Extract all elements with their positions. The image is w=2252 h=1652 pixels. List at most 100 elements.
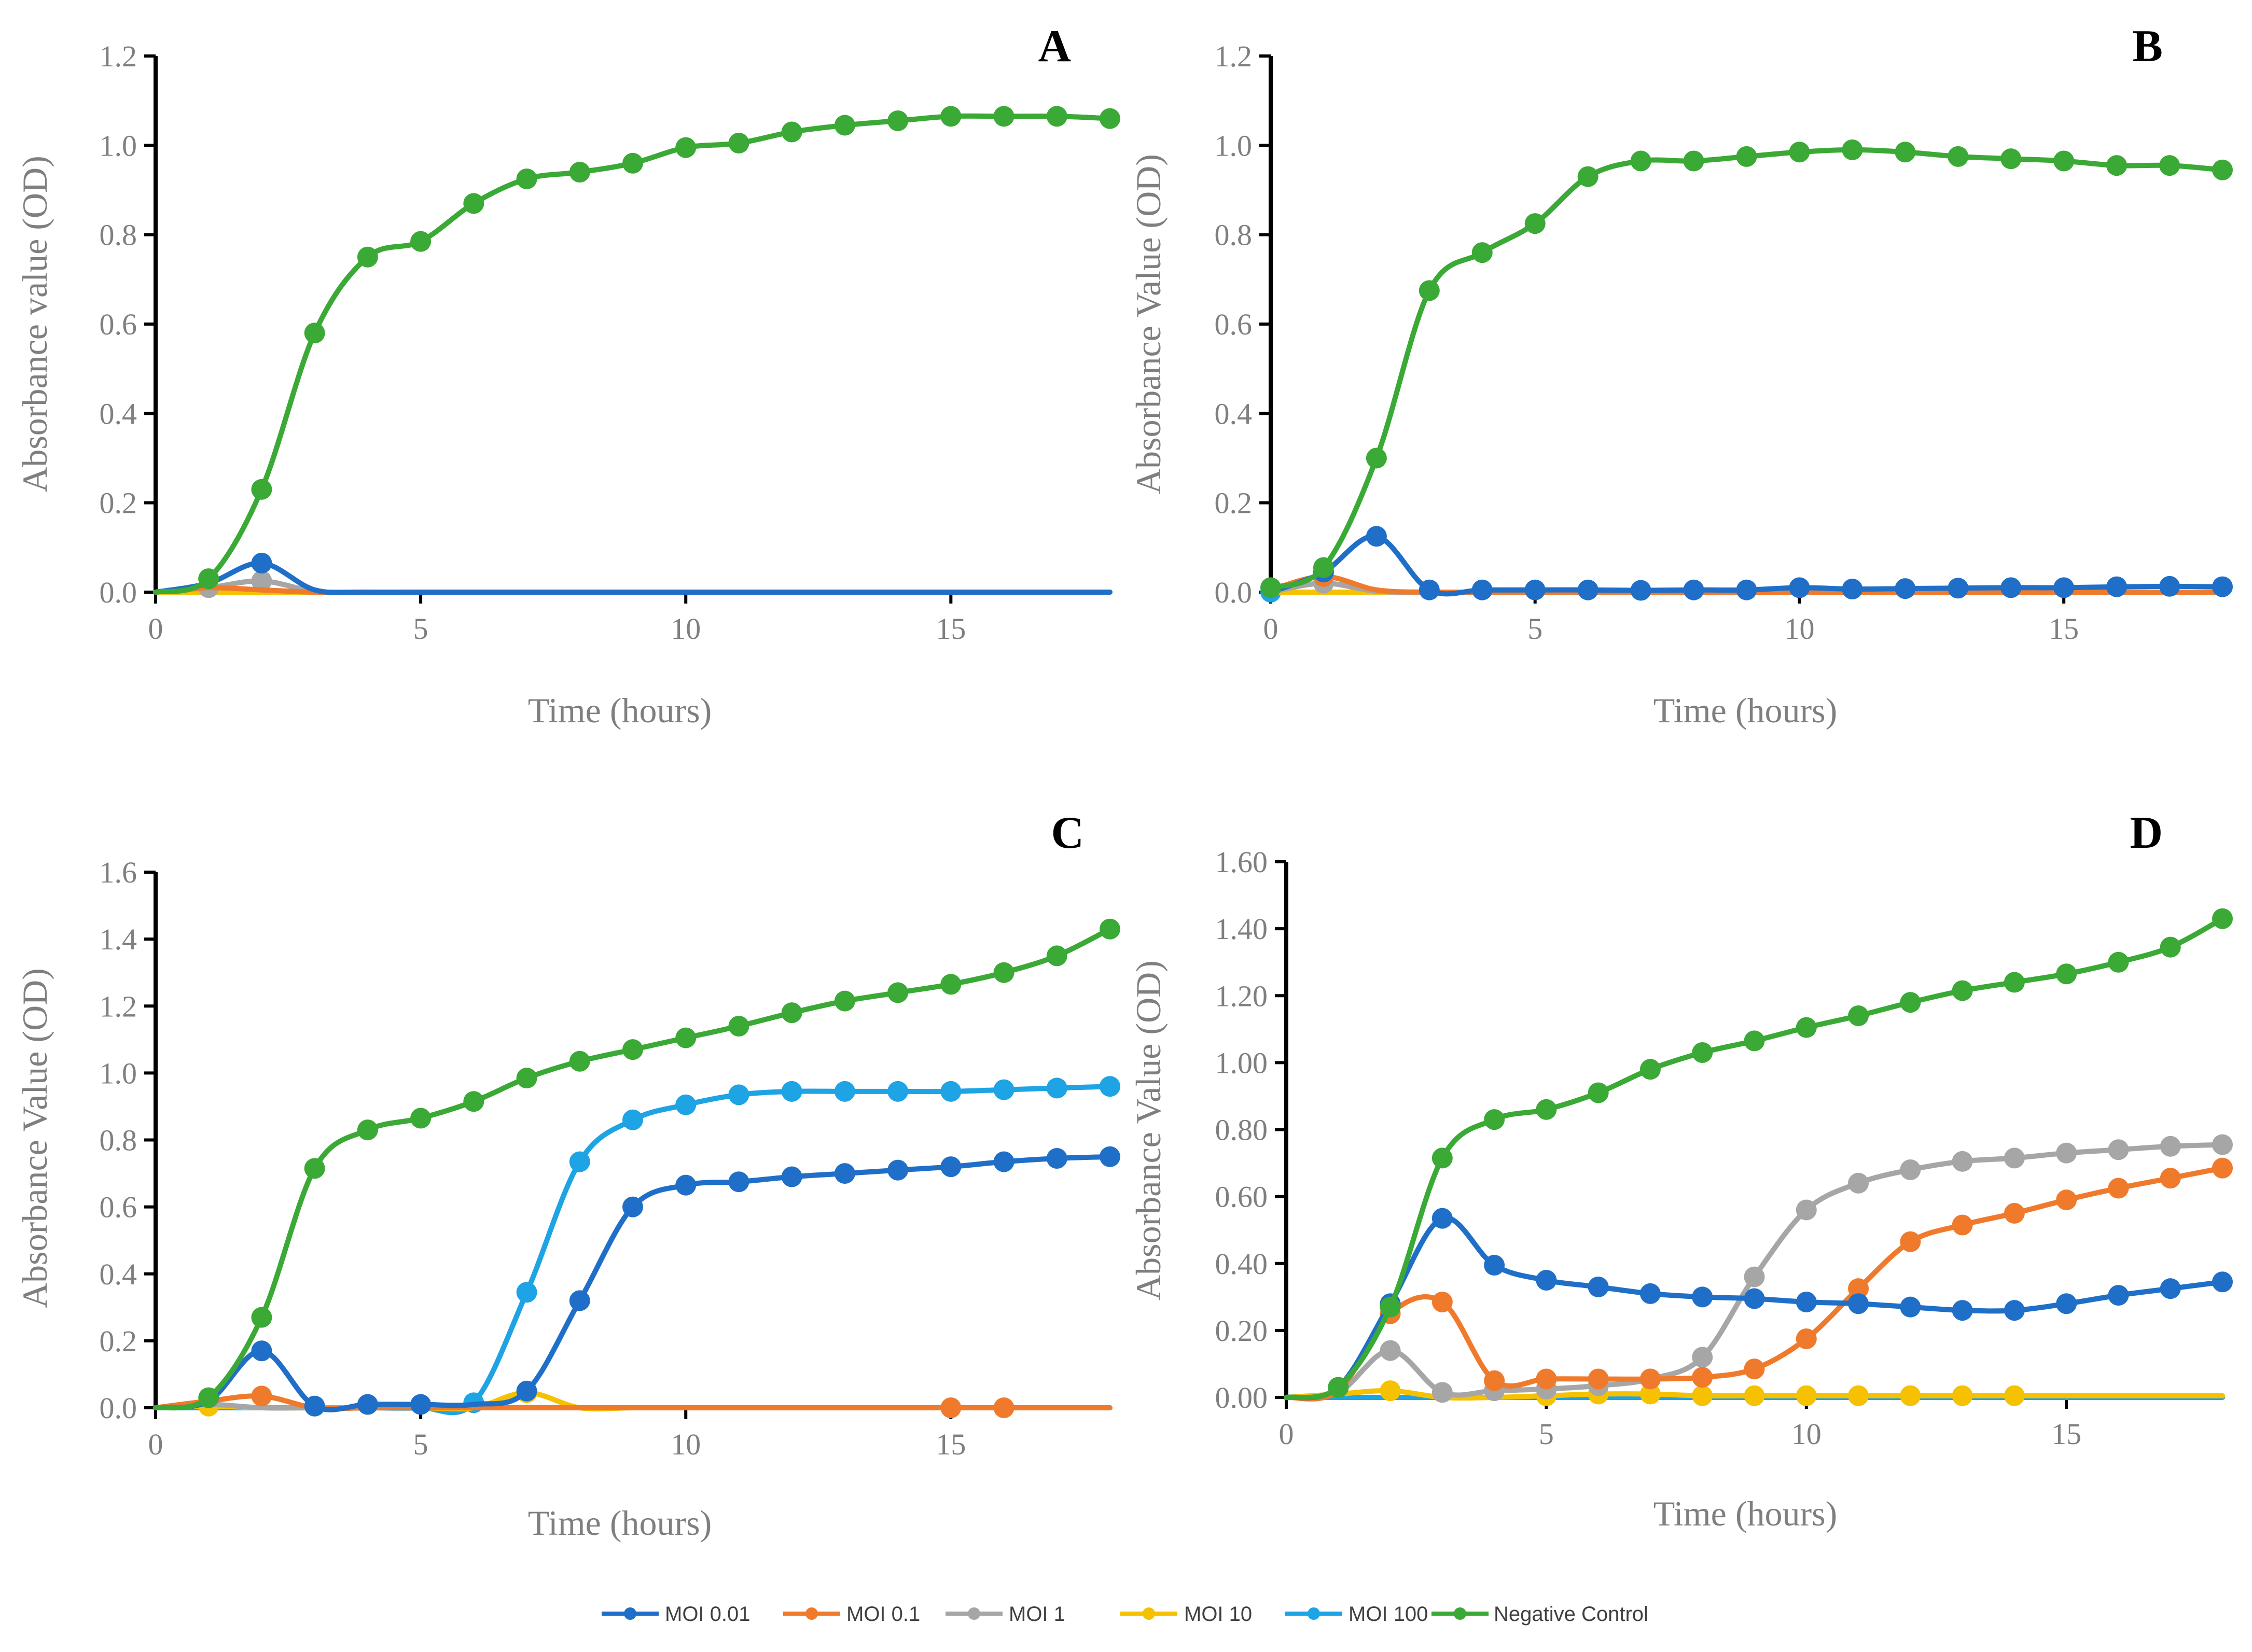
x-tick-label: 0 [148,1427,163,1461]
series-neg [1284,908,2233,1401]
data-point [251,570,272,592]
data-point [834,1163,855,1184]
data-point [834,115,855,136]
data-point [1100,1076,1120,1097]
data-point [1100,918,1120,940]
data-point [1736,146,1757,167]
y-tick-label: 0.60 [1215,1180,1268,1214]
data-point [1692,1286,1713,1308]
data-point [1692,1347,1713,1368]
data-point [251,1385,272,1407]
x-tick-label: 5 [1527,612,1542,646]
series-moi001 [153,552,1113,596]
data-point [1471,242,1493,263]
data-point [940,1081,962,1102]
data-point [2160,1278,2181,1299]
data-point [1577,579,1598,600]
data-point [993,962,1014,983]
y-tick-label: 1.4 [100,922,137,956]
data-point [1848,1172,1869,1194]
panel-letter: C [1051,808,1084,858]
legend-item-moi-0-01[interactable]: MOI 0.01 [602,1603,750,1626]
data-point [728,133,749,154]
data-point [2000,577,2022,598]
data-point [1744,1385,1765,1406]
data-point [1692,1367,1713,1388]
y-tick-label: 1.60 [1215,845,1268,879]
data-point [675,1027,697,1048]
data-point [834,1081,855,1102]
data-point [940,1397,962,1418]
series-neg [153,918,1120,1411]
data-point [410,231,432,252]
data-point [1900,1296,1921,1318]
panel-a: 0.0 0.2 0.4 0.6 0.8 1.0 1.2 0 5 10 15 A Absorbance… [15,21,1120,730]
x-tick-label: 0 [148,612,163,646]
legend-label: MOI 10 [1184,1603,1252,1626]
data-point [2212,1134,2233,1155]
data-point [1380,1380,1401,1402]
legend-item-moi-0-1[interactable]: MOI 0.1 [783,1603,920,1626]
data-point [1948,578,1969,599]
data-point [1952,1385,1973,1406]
data-point [2106,155,2128,176]
data-point [675,137,697,158]
data-point [1484,1109,1505,1130]
data-point [1952,980,1973,1001]
data-point [1895,142,1916,163]
legend-item-negative-control[interactable]: Negative Control [1431,1603,1648,1626]
series-neg [153,106,1120,595]
y-tick-label: 0.2 [1215,486,1253,520]
y-tick-label: 0.40 [1215,1247,1268,1281]
data-point [1471,579,1493,600]
data-point [1484,1370,1505,1391]
data-point [728,1171,749,1193]
data-point [1046,106,1067,127]
x-tick-label: 0 [1263,612,1278,646]
y-tick-label: 1.0 [1215,129,1253,162]
series-moi01 [1284,1157,2233,1402]
data-point [622,1109,643,1130]
data-point [781,1081,802,1102]
data-point [1952,1151,1973,1172]
data-point [993,1079,1014,1100]
data-point [622,1039,643,1060]
data-point [1900,1385,1921,1406]
data-point [410,1108,432,1129]
series-moi001 [1268,526,2233,601]
x-tick-label: 5 [413,1427,428,1461]
y-tick-label: 0.8 [1215,218,1253,252]
panel-letter: D [2130,808,2163,858]
data-point [940,106,962,127]
x-tick-label: 0 [1279,1417,1294,1451]
data-point [1588,1368,1609,1390]
y-tick-label: 1.2 [100,989,137,1023]
data-point [1524,213,1546,234]
x-tick-label: 15 [936,612,966,646]
y-tick-label: 0.80 [1215,1113,1268,1147]
data-point [2004,1147,2025,1169]
series-moi001 [153,1146,1120,1417]
legend-item-moi-1[interactable]: MOI 1 [946,1603,1065,1626]
series-neg [1260,139,2233,598]
data-point [1796,1199,1817,1221]
data-point [1683,150,1704,172]
data-point [728,1015,749,1037]
data-point [834,990,855,1012]
data-point [1046,1148,1067,1169]
data-point [1419,579,1440,600]
data-point [1796,1385,1817,1406]
y-tick-label: 0.4 [100,1257,137,1291]
data-point [1796,1017,1817,1038]
data-point [1046,1077,1067,1099]
data-point [1260,577,1281,598]
legend-item-moi-100[interactable]: MOI 100 [1285,1603,1428,1626]
y-tick-label: 0.4 [100,397,137,430]
data-point [1419,280,1440,301]
legend-item-moi-10[interactable]: MOI 10 [1120,1603,1252,1626]
y-tick-label: 0.6 [1215,307,1253,341]
data-point [2159,576,2180,597]
legend-marker [968,1607,980,1620]
legend-marker [1454,1607,1466,1620]
